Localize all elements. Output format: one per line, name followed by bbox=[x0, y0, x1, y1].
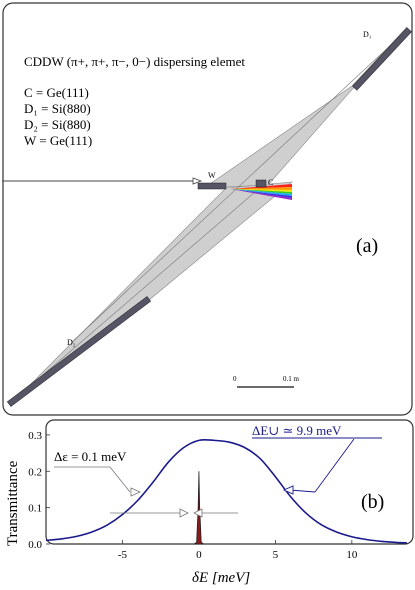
label-d2: D₂ bbox=[67, 338, 76, 347]
panel-b-letter: (b) bbox=[361, 491, 384, 513]
annotation-narrow-width: Δε = 0.1 meV bbox=[54, 449, 127, 464]
beam-envelope-upper bbox=[202, 26, 408, 189]
x-tick-label: 0 bbox=[196, 549, 202, 561]
series-layer bbox=[45, 438, 407, 545]
crystal-d2 bbox=[6, 296, 152, 407]
panel-a-diagram: D₁ D₂ W C CDDW (π+, π+, π−, 0−) dispersi… bbox=[2, 2, 413, 416]
crystal-legend-w: W = Ge(111) bbox=[24, 133, 92, 148]
arrow-broad-leader-2 bbox=[289, 489, 316, 493]
label-w: W bbox=[208, 171, 216, 180]
x-tick-label: 10 bbox=[346, 549, 358, 561]
x-axis-title: δE [meV] bbox=[192, 570, 250, 586]
central-ray-2 bbox=[13, 185, 263, 401]
arrow-fwhm-right-head bbox=[193, 508, 203, 518]
panel-b-frame bbox=[45, 419, 414, 545]
scale-bar-end: 0.1 m bbox=[283, 375, 300, 383]
arrow-broad-head-right bbox=[282, 485, 294, 495]
crystal-c bbox=[255, 179, 267, 188]
diagram-title: CDDW (π+, π+, π−, 0−) dispersing elemet bbox=[24, 54, 245, 69]
central-ray bbox=[71, 41, 395, 343]
y-tick-label: 0.0 bbox=[28, 539, 42, 551]
axis-layer: -5 0 5 10 0.0 0.1 0.2 0.3 bbox=[28, 430, 358, 561]
y-tick-label: 0.2 bbox=[28, 466, 42, 478]
scale-bar-start: 0 bbox=[233, 375, 237, 383]
y-tick-label: 0.1 bbox=[28, 503, 42, 515]
series-narrow-peak bbox=[193, 471, 205, 545]
crystal-w bbox=[197, 182, 227, 190]
y-axis-title: Transmittance bbox=[5, 460, 21, 546]
panel-a-letter: (a) bbox=[356, 235, 378, 257]
x-tick-label: -5 bbox=[118, 549, 128, 561]
arrow-fwhm-left-head bbox=[179, 508, 189, 518]
x-tick-label: 5 bbox=[273, 549, 279, 561]
crystal-legend-d1: D₁ = Si(880) bbox=[24, 101, 91, 116]
arrow-broad-head-left bbox=[130, 487, 141, 497]
label-c: C bbox=[268, 178, 273, 187]
label-d1: D₁ bbox=[363, 30, 372, 39]
crystal-d1 bbox=[352, 27, 412, 91]
y-tick-label: 0.3 bbox=[28, 430, 42, 442]
arrow-narrow-leader-2 bbox=[109, 466, 131, 493]
crystal-legend-d2: D₂ = Si(880) bbox=[24, 117, 91, 132]
annotation-broad-width: ΔE∪ ≃ 9.9 meV bbox=[252, 423, 342, 438]
arrow-broad-leader bbox=[314, 438, 355, 493]
series-broad-line bbox=[45, 438, 407, 544]
panel-b-chart: -5 0 5 10 0.0 0.1 0.2 0.3 Δε = 0.1 meV ΔE∪ ≃ 9.… bbox=[5, 419, 414, 586]
incident-beam-arrow bbox=[192, 177, 203, 185]
crystal-legend-c: C = Ge(111) bbox=[24, 85, 89, 100]
